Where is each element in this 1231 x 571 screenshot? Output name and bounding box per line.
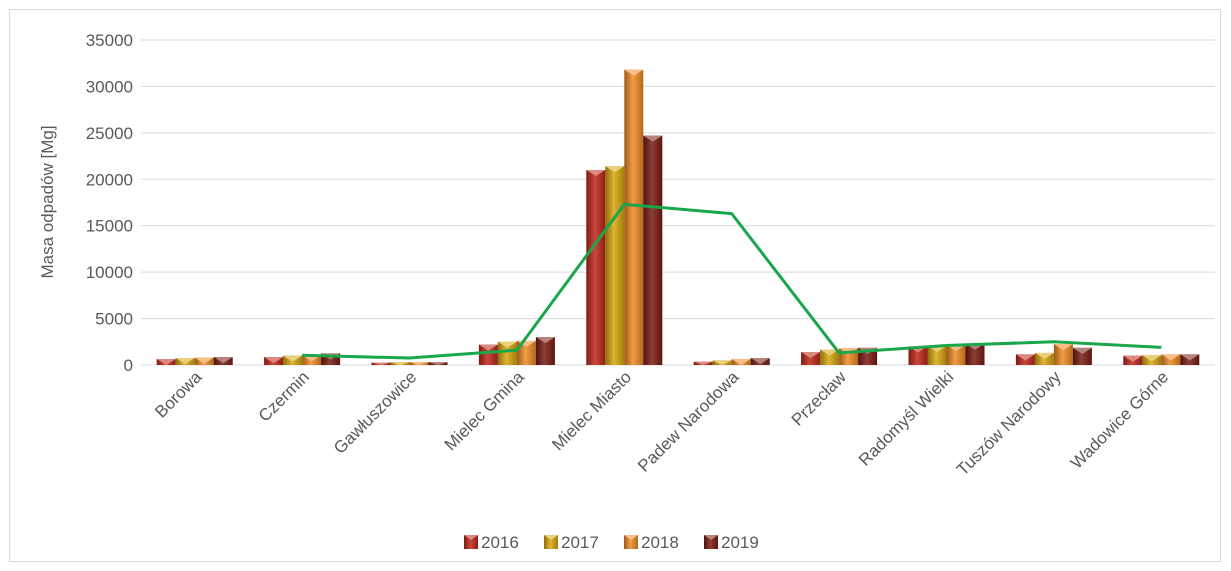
bar bbox=[1034, 352, 1054, 365]
legend: 2016 2017 2018 2019 bbox=[464, 533, 759, 552]
y-axis-ticks: 0 5000 10000 15000 20000 25000 30000 35000 bbox=[86, 31, 133, 375]
bar bbox=[965, 343, 985, 365]
legend-label: 2017 bbox=[561, 533, 599, 552]
legend-label: 2016 bbox=[481, 533, 519, 552]
bar bbox=[478, 344, 498, 365]
bar bbox=[820, 349, 840, 365]
bar bbox=[156, 358, 176, 365]
bar bbox=[264, 357, 284, 365]
bar bbox=[1015, 354, 1035, 365]
x-tick-label: Padew Narodowa bbox=[634, 367, 743, 476]
bar bbox=[390, 362, 410, 365]
y-tick-label: 5000 bbox=[95, 310, 133, 329]
legend-item: 2019 bbox=[704, 533, 759, 552]
legend-label: 2019 bbox=[721, 533, 759, 552]
bar bbox=[1161, 354, 1181, 365]
bar bbox=[283, 355, 303, 365]
legend-item: 2017 bbox=[544, 533, 599, 552]
bar bbox=[1053, 344, 1073, 365]
legend-item: 2016 bbox=[464, 533, 519, 552]
bar bbox=[801, 352, 821, 365]
bar bbox=[750, 358, 770, 365]
y-tick-label: 15000 bbox=[86, 217, 133, 236]
trend-line-path bbox=[302, 202, 1162, 360]
bar bbox=[428, 362, 448, 365]
bar bbox=[927, 345, 947, 365]
bar bbox=[1142, 355, 1162, 365]
y-tick-label: 0 bbox=[124, 356, 133, 375]
x-tick-label: Mielec Gmina bbox=[441, 367, 528, 454]
x-tick-label: Borowa bbox=[151, 367, 206, 422]
y-tick-label: 25000 bbox=[86, 124, 133, 143]
bar bbox=[497, 341, 517, 365]
bar bbox=[535, 337, 555, 365]
legend-label: 2018 bbox=[641, 533, 679, 552]
bar bbox=[194, 357, 214, 365]
x-tick-label: Tuszów Narodowy bbox=[953, 367, 1065, 479]
bar bbox=[409, 362, 429, 365]
bar bbox=[213, 357, 233, 365]
x-tick-label: Radomyśl Wielki bbox=[855, 367, 957, 469]
y-tick-label: 35000 bbox=[86, 31, 133, 50]
x-tick-label: Mielec Miasto bbox=[548, 367, 635, 454]
bar bbox=[731, 358, 751, 365]
bar bbox=[175, 358, 195, 365]
y-tick-label: 10000 bbox=[86, 263, 133, 282]
bar bbox=[1123, 355, 1143, 365]
trend-line bbox=[302, 202, 1162, 360]
bar bbox=[371, 362, 391, 365]
bar bbox=[1072, 347, 1092, 365]
bar bbox=[624, 69, 644, 365]
x-tick-label: Czermin bbox=[255, 367, 313, 425]
x-tick-label: Gawłuszowice bbox=[330, 367, 420, 457]
bar bbox=[643, 135, 663, 365]
bar bbox=[712, 360, 732, 365]
y-tick-label: 20000 bbox=[86, 170, 133, 189]
bar bbox=[946, 345, 966, 365]
bars bbox=[156, 69, 1200, 365]
bar bbox=[1180, 354, 1200, 365]
bar bbox=[693, 361, 713, 365]
x-tick-label: Przecław bbox=[788, 367, 851, 430]
y-axis-title: Masa odpadów [Mg] bbox=[38, 125, 57, 278]
y-tick-label: 30000 bbox=[86, 77, 133, 96]
x-axis-ticks: Borowa Czermin Gawłuszowice Mielec Gmina Mie… bbox=[151, 367, 1172, 479]
gridlines bbox=[141, 39, 1215, 366]
bar bbox=[605, 166, 625, 365]
bar bbox=[586, 170, 606, 365]
legend-item: 2018 bbox=[624, 533, 679, 552]
x-tick-label: Wadowice Górne bbox=[1067, 367, 1172, 472]
